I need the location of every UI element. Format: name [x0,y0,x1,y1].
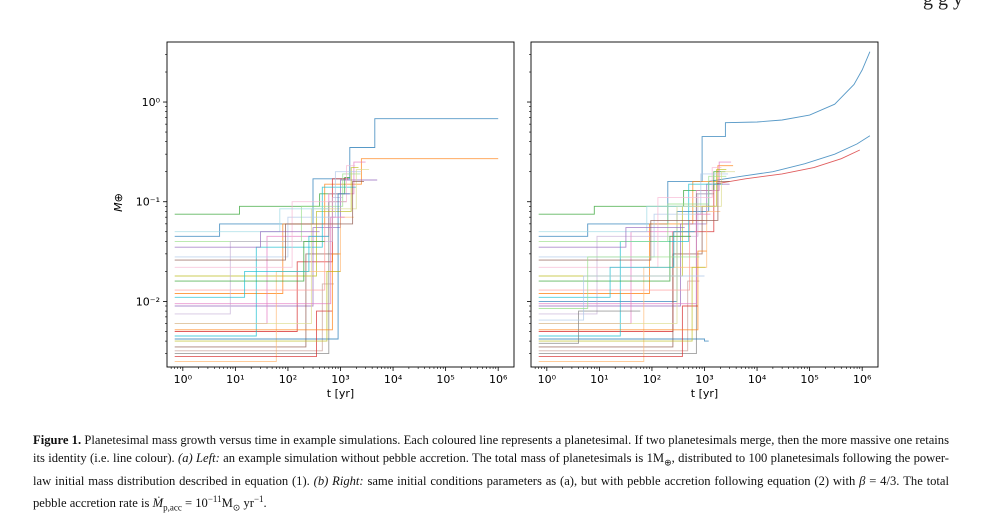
right-panel: 10⁰ 10¹ 10² 10³ 10⁴ 10⁵ 10⁶ t [yr] [527,41,879,400]
series-line-19 [174,193,350,340]
series-line-27 [174,253,341,331]
series-line-25 [538,231,695,298]
series-line-22 [538,305,698,358]
series-line-28 [538,250,707,331]
series-group [538,51,871,362]
series-line-3 [538,165,734,294]
caption-segment: ⊕ [664,457,672,468]
plot-frame [530,41,879,368]
series-line-25 [174,270,341,342]
x-tick-label: 10⁴ [384,373,403,386]
series-line-27 [538,180,730,261]
series-line-5 [174,253,339,348]
series-line-13 [538,175,727,242]
caption-segment: −11 [207,493,222,504]
series-line-0 [538,51,871,237]
series-line-6 [174,161,366,325]
caption-segment: p,acc [163,502,182,513]
series-line-2 [538,149,860,332]
x-axis-label: t [yr] [691,387,718,400]
series-line-14 [174,197,343,315]
series-line-17 [174,169,370,325]
series-line-29 [538,310,641,344]
x-tick-label: 10⁰ [538,373,557,386]
series-line-24 [538,213,711,305]
left-panel: 10⁰ 10¹ 10² 10³ 10⁴ 10⁵ 10⁶ 10⁰ 10⁻¹ 10⁻² t [yr] M⊕ [112,41,515,400]
caption-segment: (b) Right: [313,473,364,488]
x-tick-label: 10⁴ [748,373,767,386]
series-line-16 [538,280,700,352]
caption-segment: = 10 [181,495,208,510]
series-line-8 [174,167,359,277]
caption-segment: = 4/3. The total pebble accretion rate i… [33,473,949,510]
series-line-4 [538,171,726,215]
series-line-23 [174,216,345,305]
series-line-0 [174,118,499,237]
series-line-18 [538,171,735,325]
caption-segment: Ṁ [152,495,164,510]
series-line-21 [174,310,333,358]
series-line-22 [174,231,320,248]
x-tick-label: 10² [279,373,297,386]
caption-segment: yr [240,495,254,510]
y-axis-label: M⊕ [112,193,125,212]
figure: 10⁰ 10¹ 10² 10³ 10⁴ 10⁵ 10⁶ 10⁰ 10⁻¹ 10⁻² t [yr] M⊕… [112,41,879,400]
caption-segment: . [263,495,267,510]
series-line-9 [174,186,357,337]
series-line-7 [174,201,347,355]
caption-segment: an example simulation without pebble acc… [219,451,665,465]
x-tick-label: 10⁵ [436,373,454,386]
series-line-15 [538,193,709,315]
series-line-16 [174,165,356,268]
x-tick-label: 10⁵ [800,373,818,386]
series-line-23 [538,227,685,248]
x-tick-label: 10¹ [226,373,244,386]
caption-segment: (a) Left: [178,451,220,465]
series-line-30 [538,275,705,321]
series-line-20 [174,240,325,282]
series-line-19 [538,205,695,233]
x-tick-label: 10¹ [590,373,608,386]
x-tick-label: 10⁶ [489,373,508,386]
y-tick-label: 10⁻² [136,295,160,308]
caption-segment: , distributed to 100 planetesimals follo… [33,451,949,488]
cropped-header-text: g g y [0,0,983,11]
y-tick-label: 10⁰ [142,96,161,109]
series-line-1 [174,158,499,294]
caption-segment: Planetesimal mass growth versus time in … [33,433,949,465]
caption-segment: −1 [253,493,264,504]
series-line-26 [538,266,706,342]
x-tick-label: 10³ [695,373,713,386]
series-line-24 [174,235,329,298]
series-line-21 [538,235,691,282]
series-line-11 [538,173,728,258]
series-line-18 [174,208,329,233]
x-tick-label: 10⁶ [853,373,872,386]
caption-segment: same initial conditions parameters as (a… [363,473,860,488]
figure-label: Figure 1. [33,433,82,447]
series-line-12 [538,210,721,362]
series-line-26 [174,180,364,261]
x-tick-label: 10³ [331,373,349,386]
y-tick-label: 10⁻¹ [136,196,160,209]
series-line-17 [538,167,722,268]
series-line-20 [538,338,709,342]
figure-caption: Figure 1. Planetesimal mass growth versu… [33,431,949,516]
caption-segment: M [221,495,233,510]
series-line-15 [174,283,334,352]
x-tick-label: 10⁰ [174,373,193,386]
series-line-31 [538,256,700,309]
caption-text: Planetesimal mass growth versus time in … [33,433,949,513]
series-line-1 [538,135,871,302]
x-tick-label: 10² [643,373,661,386]
series-line-14 [538,219,705,291]
caption-segment: β [859,473,866,488]
x-axis-label: t [yr] [327,387,354,400]
series-group [174,118,499,362]
